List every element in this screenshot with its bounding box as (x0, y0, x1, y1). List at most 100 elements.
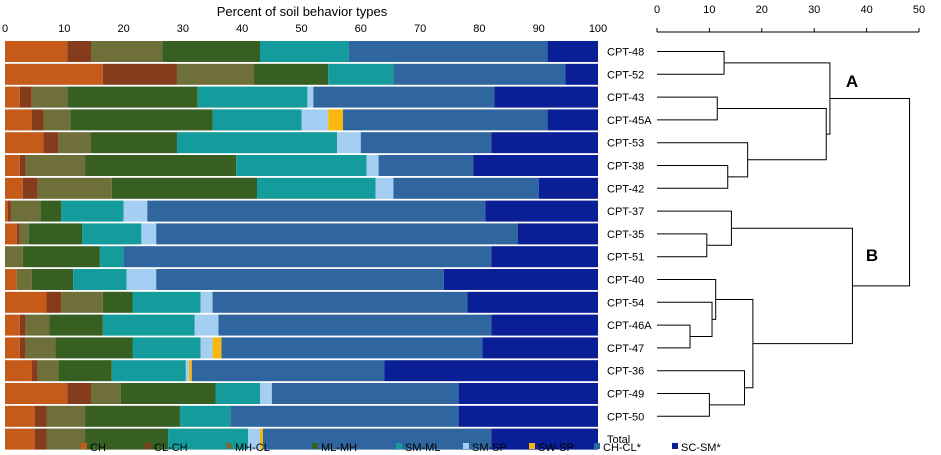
bar-segment (85, 155, 237, 176)
dendrogram-link (829, 98, 911, 287)
bar-segment (73, 269, 127, 290)
x-tick-label: 70 (414, 23, 426, 35)
bar-segment (271, 383, 459, 404)
bar-segment (307, 86, 314, 108)
legend-swatch (81, 443, 87, 449)
category-label: CPT-40 (607, 275, 644, 287)
bar-segment (458, 405, 598, 427)
bar-segment (61, 200, 124, 222)
legend-swatch (529, 443, 535, 449)
dendrogram-tick-label: 0 (654, 4, 660, 16)
bar-segments (5, 41, 598, 450)
bar-segment (22, 177, 38, 199)
bar-segment (547, 109, 598, 131)
bar-segment (37, 360, 59, 382)
bar-segment (123, 246, 492, 268)
bar-segment (494, 86, 598, 108)
bar-segment (337, 132, 361, 154)
bar-segment (49, 314, 103, 336)
dendrogram-axis-ticks: 0 10 20 30 40 50 (654, 4, 925, 32)
bar-segment (43, 109, 71, 131)
dendrogram-link (657, 324, 691, 349)
bar-segment (200, 291, 213, 313)
legend-label: MH-CL (235, 442, 270, 454)
bar-segment (188, 360, 192, 382)
bar-segment (67, 383, 91, 404)
bar-segment (538, 177, 598, 199)
bar-segment (5, 383, 68, 404)
bar-segment (102, 314, 195, 336)
dendrogram-link (657, 370, 746, 406)
bar-segment (34, 428, 47, 450)
bar-segment (194, 314, 219, 336)
bar-segment (120, 383, 216, 404)
bar-segment (31, 86, 68, 108)
bar-segment (7, 200, 11, 222)
bar-segment (458, 383, 598, 404)
bar-segment (301, 109, 329, 131)
bar-segment (378, 155, 474, 176)
bar-segment (212, 109, 302, 131)
bar-segment (58, 360, 112, 382)
bar-segment (191, 360, 385, 382)
bar-segment (348, 41, 548, 62)
bar-segment (485, 200, 598, 222)
bar-segment (28, 223, 83, 245)
bar-segment (197, 86, 308, 108)
bar-segment (491, 132, 598, 154)
bar-segment (16, 269, 32, 290)
bar-segment (43, 132, 59, 154)
bar-segment (5, 132, 44, 154)
bar-segment (90, 132, 177, 154)
bar-segment (10, 200, 41, 222)
bar-segment (467, 291, 598, 313)
bar-segment (25, 314, 50, 336)
dendrogram-link (657, 210, 732, 246)
bar-segment (375, 177, 394, 199)
bar-segment (5, 86, 20, 108)
bar-segment (37, 177, 112, 199)
bar-segment (90, 383, 121, 404)
bar-segment (248, 428, 260, 450)
category-label: CPT-48 (607, 47, 644, 59)
bar-segment (443, 269, 598, 290)
category-label: CPT-38 (607, 161, 644, 173)
legend-swatch (226, 443, 232, 449)
bar-segment (491, 428, 598, 450)
category-label: CPT-43 (607, 92, 644, 104)
dendrogram-tick-label: 30 (808, 4, 820, 16)
x-tick-label: 10 (58, 23, 70, 35)
category-labels: CPT-48 CPT-52 CPT-43 CPT-45A CPT-53 CPT-38 CPT… (607, 47, 652, 447)
bar-segment (141, 223, 157, 245)
dendrogram-tick-label: 40 (860, 4, 872, 16)
x-axis-ticks: 0 10 20 30 40 50 60 70 80 90 100 (2, 23, 607, 35)
bar-segment (262, 428, 492, 450)
bar-segment (85, 405, 180, 427)
bar-segment (19, 314, 26, 336)
bar-segment (5, 291, 47, 313)
bar-segment (215, 383, 260, 404)
bar-segment (55, 337, 133, 359)
bar-segment (200, 337, 213, 359)
bar-segment (70, 109, 213, 131)
category-label: CPT-47 (607, 343, 644, 355)
bar-segment (259, 383, 272, 404)
bar-segment (46, 291, 62, 313)
legend-label: ML-MH (321, 442, 357, 454)
bar-segment (221, 337, 483, 359)
dendrogram-link (657, 142, 749, 178)
legend-swatch (594, 443, 600, 449)
bar-segment (393, 63, 566, 85)
bar-segment (179, 405, 231, 427)
x-tick-label: 80 (473, 23, 485, 35)
bar-segment (473, 155, 598, 176)
bar-segment (19, 223, 29, 245)
legend-label: CH (90, 442, 106, 454)
bar-segment (5, 314, 20, 336)
bar-segment (156, 269, 444, 290)
bar-segment (5, 428, 35, 450)
dendrogram-link (657, 393, 710, 417)
stacked-bar-chart: Percent of soil behavior types 0 10 20 30 40… (2, 4, 722, 454)
bar-segment (482, 337, 598, 359)
cluster-label-a: A (846, 72, 858, 91)
